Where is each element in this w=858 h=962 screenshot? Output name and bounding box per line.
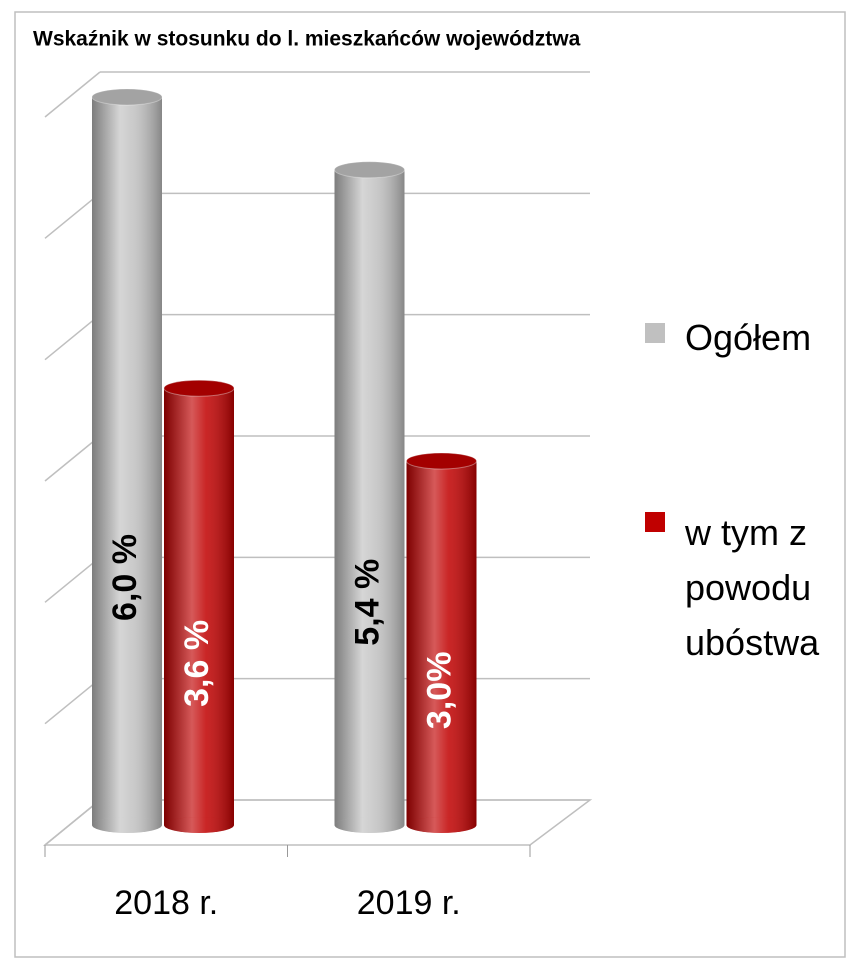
data-label: 5,4 % xyxy=(348,559,386,646)
data-label: 3,6 % xyxy=(178,620,216,707)
x-tick-label: 2019 r. xyxy=(357,884,461,922)
bar-top xyxy=(334,161,405,179)
grid-line xyxy=(44,435,101,482)
grid-line xyxy=(44,314,101,361)
bar-top xyxy=(163,379,235,397)
data-label: 3,0% xyxy=(420,652,458,730)
bar-top-shade xyxy=(334,161,405,178)
bar-shade xyxy=(92,97,162,825)
bar-top xyxy=(91,88,163,106)
data-label: 6,0 % xyxy=(106,534,144,621)
chart-title: Wskaźnik w stosunku do l. mieszkańców wo… xyxy=(33,28,581,51)
bar-bottom-shade xyxy=(334,817,405,833)
bar-top-shade xyxy=(406,453,477,469)
bar-top xyxy=(406,452,477,470)
grid-line xyxy=(44,71,101,118)
bar-shade xyxy=(164,388,234,825)
bar xyxy=(334,161,405,833)
floor xyxy=(42,799,593,846)
bar xyxy=(91,88,163,833)
grid-line xyxy=(44,678,101,725)
legend-label: Ogółem xyxy=(685,317,812,358)
bar-bottom-shade xyxy=(164,817,234,833)
legend-swatch xyxy=(645,323,665,343)
x-tick-label: 2018 r. xyxy=(114,884,218,922)
legend-label: w tym z powodu ubóstwa xyxy=(685,512,820,663)
bar-bottom-shade xyxy=(406,817,477,833)
bar xyxy=(406,452,477,833)
legend-swatch xyxy=(645,512,665,532)
bar-top-shade xyxy=(92,89,162,105)
bar-shade xyxy=(406,461,477,825)
bar-bottom-shade xyxy=(92,817,162,833)
grid-line xyxy=(44,192,101,239)
bar-shade xyxy=(334,169,405,826)
bar xyxy=(163,379,235,833)
bar-top-shade xyxy=(164,380,234,397)
grid-line xyxy=(44,556,101,603)
frame xyxy=(14,11,846,958)
